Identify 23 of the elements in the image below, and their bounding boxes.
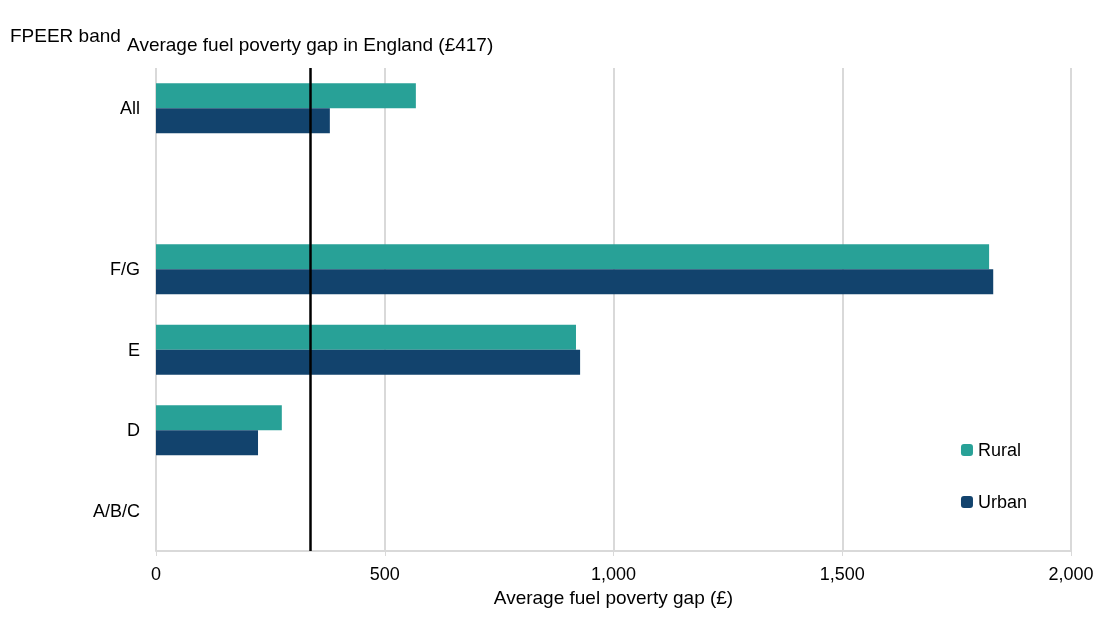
- bar: [156, 269, 994, 295]
- bar: [156, 108, 330, 134]
- x-tick-label: 1,000: [590, 564, 637, 584]
- x-tick-label: 1,500: [819, 564, 865, 584]
- y-tick-label: E: [127, 339, 140, 360]
- legend-label: Rural: [977, 440, 1021, 460]
- bar: [156, 83, 416, 109]
- bar: [156, 349, 581, 375]
- x-tick-label: 0: [150, 564, 162, 584]
- x-tick-label: 2,000: [1048, 564, 1094, 584]
- y-tick-label: A/B/C: [92, 500, 140, 521]
- y-axis-title: FPEER band: [10, 25, 121, 46]
- bar: [156, 324, 576, 350]
- x-tick-label: 500: [369, 564, 400, 584]
- ref-line-label: Average fuel poverty gap in England (£417): [127, 34, 494, 55]
- bar: [156, 430, 259, 456]
- bar: [156, 244, 990, 270]
- y-tick-label: D: [127, 420, 140, 441]
- x-axis-title: Average fuel poverty gap (£): [493, 586, 734, 608]
- legend-label: Urban: [977, 492, 1028, 512]
- bar: [156, 405, 282, 431]
- y-tick-label: F/G: [110, 259, 140, 280]
- y-tick-label: All: [119, 98, 140, 119]
